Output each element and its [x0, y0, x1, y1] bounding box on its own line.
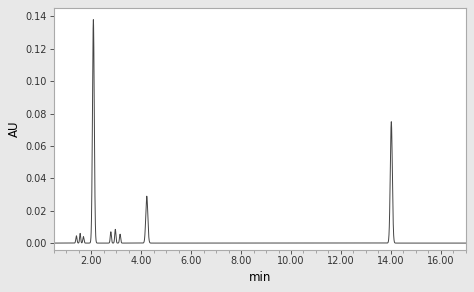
Y-axis label: AU: AU [9, 121, 21, 137]
X-axis label: min: min [249, 271, 271, 284]
